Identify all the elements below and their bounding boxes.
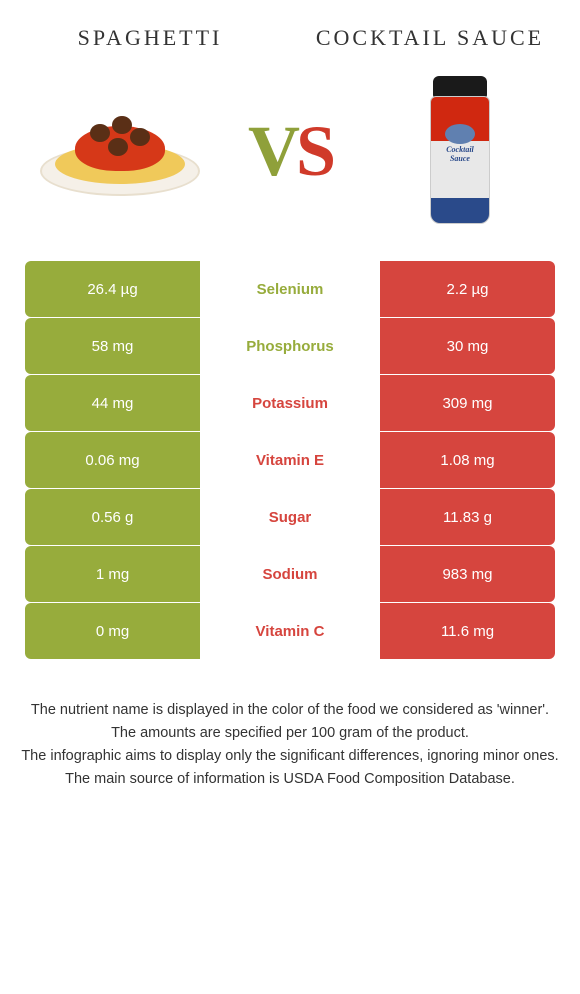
nutrient-row: 0.56 gSugar11.83 g (25, 489, 555, 545)
nutrient-row: 0 mgVitamin C11.6 mg (25, 603, 555, 659)
header-row: SPAGHETTI COCKTAIL SAUCE (0, 0, 580, 61)
right-value: 11.83 g (380, 489, 555, 545)
nutrient-row: 58 mgPhosphorus30 mg (25, 318, 555, 374)
right-value: 1.08 mg (380, 432, 555, 488)
nutrient-name: Sugar (200, 489, 380, 545)
left-food-title: SPAGHETTI (30, 25, 270, 51)
nutrient-row: 0.06 mgVitamin E1.08 mg (25, 432, 555, 488)
cocktail-sauce-icon: CocktailSauce (370, 76, 550, 226)
footnote-line: The amounts are specified per 100 gram o… (20, 723, 560, 744)
nutrient-name: Vitamin E (200, 432, 380, 488)
nutrient-name: Vitamin C (200, 603, 380, 659)
spaghetti-icon (30, 76, 210, 226)
left-value: 0 mg (25, 603, 200, 659)
nutrient-row: 26.4 µgSelenium2.2 µg (25, 261, 555, 317)
nutrient-name: Sodium (200, 546, 380, 602)
nutrient-row: 1 mgSodium983 mg (25, 546, 555, 602)
left-value: 1 mg (25, 546, 200, 602)
footnotes: The nutrient name is displayed in the co… (0, 660, 580, 790)
right-food-title: COCKTAIL SAUCE (310, 25, 550, 51)
left-value: 26.4 µg (25, 261, 200, 317)
footnote-line: The nutrient name is displayed in the co… (20, 700, 560, 721)
right-value: 983 mg (380, 546, 555, 602)
left-value: 58 mg (25, 318, 200, 374)
right-value: 309 mg (380, 375, 555, 431)
left-value: 44 mg (25, 375, 200, 431)
nutrient-name: Potassium (200, 375, 380, 431)
left-value: 0.06 mg (25, 432, 200, 488)
right-value: 2.2 µg (380, 261, 555, 317)
right-value: 30 mg (380, 318, 555, 374)
nutrient-row: 44 mgPotassium309 mg (25, 375, 555, 431)
vs-label: VS (248, 110, 332, 193)
footnote-line: The main source of information is USDA F… (20, 769, 560, 790)
nutrient-table: 26.4 µgSelenium2.2 µg58 mgPhosphorus30 m… (0, 261, 580, 659)
nutrient-name: Phosphorus (200, 318, 380, 374)
images-row: VS CocktailSauce (0, 61, 580, 261)
right-value: 11.6 mg (380, 603, 555, 659)
left-value: 0.56 g (25, 489, 200, 545)
footnote-line: The infographic aims to display only the… (20, 746, 560, 767)
nutrient-name: Selenium (200, 261, 380, 317)
